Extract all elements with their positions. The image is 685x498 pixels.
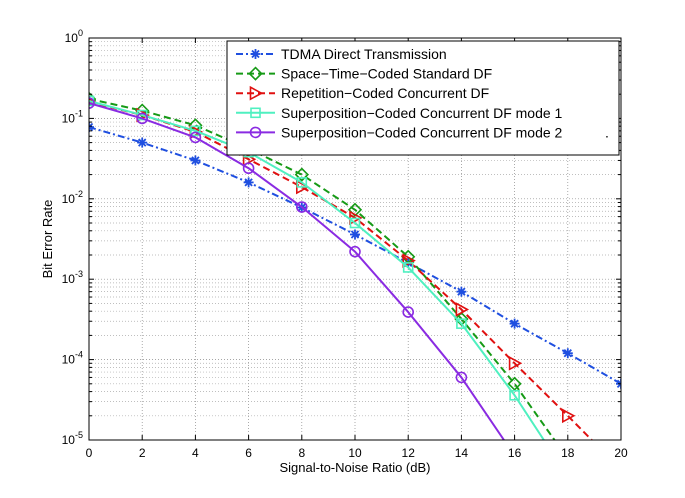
- y-tick-label: 10-2: [62, 189, 83, 206]
- data-point: [296, 177, 308, 188]
- x-tick-label: 10: [348, 446, 362, 460]
- x-tick-label: 14: [455, 446, 469, 460]
- data-point: [347, 202, 363, 217]
- x-tick-label: 18: [561, 446, 575, 460]
- data-point: [242, 162, 255, 175]
- data-point: [616, 378, 621, 389]
- data-point: [402, 306, 415, 318]
- legend-label: Superposition−Coded Concurrent DF mode 2: [281, 124, 563, 140]
- x-tick-label: 8: [298, 446, 305, 460]
- legend-label: TDMA Direct Transmission: [281, 46, 447, 62]
- legend-marker: [250, 107, 261, 119]
- legend-marker: [248, 66, 263, 81]
- y-tick-label: 10-5: [62, 430, 83, 447]
- series-line: [89, 97, 556, 440]
- star-stroke: [191, 156, 200, 165]
- data-point: [562, 348, 573, 359]
- series-line: [89, 99, 545, 440]
- star-stroke: [251, 49, 260, 59]
- x-tick-label: 20: [614, 446, 628, 460]
- star-stroke: [616, 382, 621, 388]
- star-stroke: [457, 287, 466, 296]
- x-tick-label: 0: [86, 446, 93, 460]
- data-point: [89, 97, 95, 109]
- legend-label: Superposition−Coded Concurrent DF mode 1: [281, 105, 563, 121]
- y-tick-label: 100: [65, 28, 83, 45]
- y-tick-label: 10-3: [62, 269, 83, 286]
- legend-box: [226, 40, 620, 156]
- data-point: [190, 155, 201, 166]
- data-point: [561, 408, 576, 424]
- legend-marker: [249, 126, 262, 139]
- star-stroke: [244, 178, 253, 187]
- data-point: [350, 229, 360, 240]
- series-5: [89, 97, 505, 440]
- series-layer: [89, 91, 621, 440]
- data-point: [349, 217, 361, 229]
- star-stroke: [138, 138, 147, 147]
- series-1: [89, 122, 621, 389]
- legend: TDMA Direct Transmission Space−Time−Coded…: [226, 40, 620, 156]
- legend-marker: [250, 49, 261, 59]
- data-point: [402, 262, 414, 273]
- data-point: [508, 355, 523, 371]
- series-line: [89, 102, 505, 440]
- legend-marker: [249, 85, 264, 101]
- star-stroke: [616, 379, 621, 386]
- axis-ticks: 0 2 4 6 8 10 12 14 16 18 20 100 10-1 10-2 10-3 10-4 10-5: [62, 28, 628, 460]
- x-axis-label: Signal-to-Noise Ratio (dB): [279, 460, 430, 475]
- data-point: [456, 318, 467, 329]
- star-stroke: [563, 349, 572, 358]
- data-point: [135, 103, 150, 118]
- data-point: [509, 318, 520, 329]
- data-point: [89, 122, 94, 133]
- data-point: [137, 137, 148, 148]
- data-point: [294, 167, 309, 182]
- data-point: [136, 112, 148, 125]
- data-point: [189, 131, 202, 144]
- x-tick-label: 4: [192, 446, 199, 460]
- y-tick-label: 10-1: [62, 108, 83, 125]
- legend-label: Repetition−Coded Concurrent DF: [281, 85, 489, 101]
- star-stroke: [510, 319, 519, 328]
- star-stroke: [89, 125, 94, 132]
- data-point: [243, 177, 254, 188]
- star-stroke: [350, 230, 360, 239]
- x-tick-label: 12: [402, 446, 416, 460]
- data-point: [509, 389, 520, 401]
- data-point: [455, 371, 468, 384]
- x-tick-label: 2: [139, 446, 146, 460]
- star-stroke: [89, 122, 94, 129]
- y-axis-label: Bit Error Rate: [40, 200, 55, 279]
- data-point: [455, 302, 470, 317]
- data-point: [507, 376, 522, 391]
- data-point: [349, 245, 361, 258]
- data-point: [190, 125, 201, 137]
- x-tick-label: 6: [245, 446, 252, 460]
- data-point: [295, 201, 308, 213]
- x-tick-label: 16: [508, 446, 522, 460]
- data-point: [456, 286, 467, 297]
- y-tick-label: 10-4: [62, 350, 83, 367]
- legend-label: Space−Time−Coded Standard DF: [281, 66, 492, 82]
- legend-suffix: .: [605, 124, 609, 140]
